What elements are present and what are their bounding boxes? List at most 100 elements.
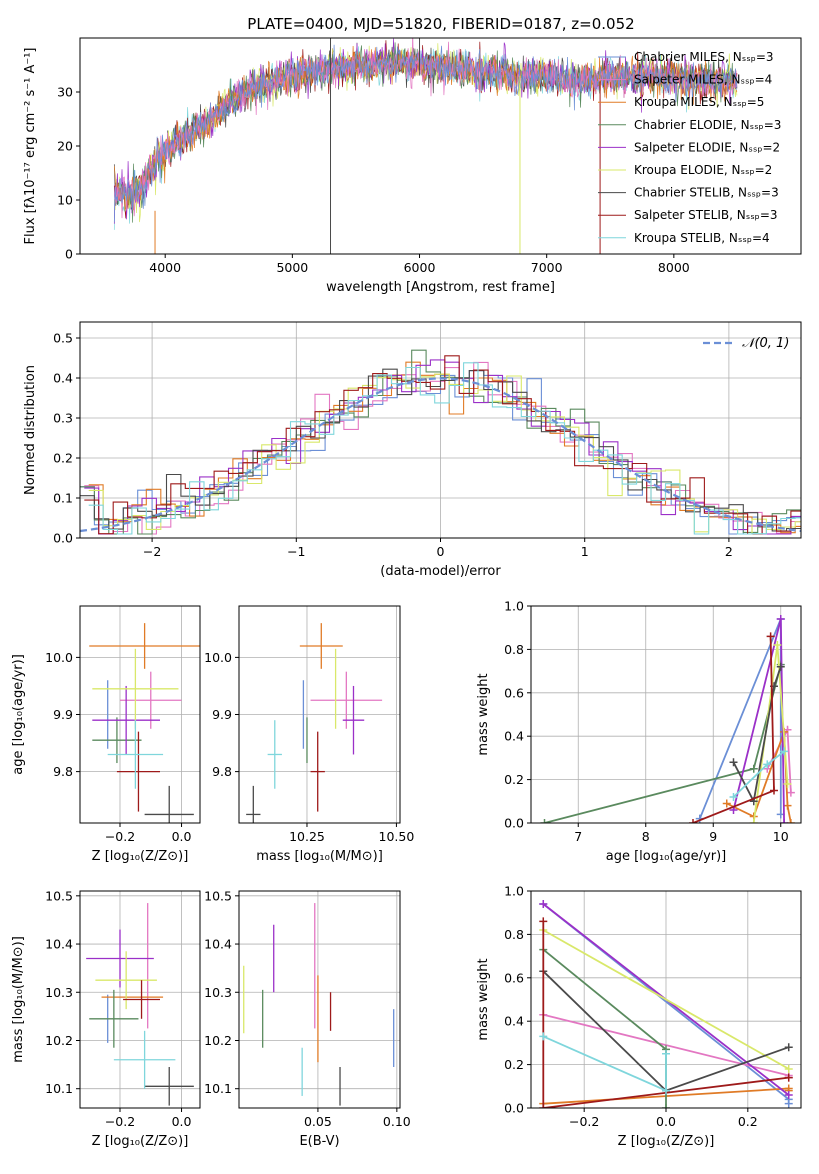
legend-label: 𝒩(0, 1): [742, 336, 789, 351]
y-axis-label: mass weight: [476, 673, 491, 755]
panel-mass-vs-Z: −0.2 0.0 10.1 10.2 10.3 10.4 10.5 Z [log₁₀(Z/Z⊙…: [11, 888, 201, 1149]
x-tick-label: −0.2: [105, 1114, 135, 1129]
x-axis-label: Z [log₁₀(Z/Z⊙)]: [92, 849, 189, 864]
series-marker: [539, 1032, 548, 1041]
y-axis-label: mass [log₁₀(M/M⊙)]: [11, 936, 26, 1063]
y-tick-label: 10.5: [45, 888, 73, 903]
series-marker: [763, 760, 772, 769]
panel-mass-weight-vs-Z: −0.2 0.0 0.2 0.0 0.2 0.4 0.6 0.8 1.0 Z [log₁₀(Z/Z…: [476, 884, 802, 1149]
series-marker: [786, 819, 795, 823]
series-marker: [784, 1043, 793, 1052]
series-marker: [662, 1049, 670, 1058]
series-marker: [776, 662, 785, 671]
x-tick-label: 0.0: [172, 1114, 192, 1129]
y-tick-label: 10.0: [45, 650, 73, 665]
series-marker: [539, 900, 548, 909]
y-tick-label: 1.0: [504, 884, 524, 899]
y-tick-label: 10.4: [204, 937, 232, 952]
legend-label: Salpeter STELIB, Nₛₛₚ=3: [634, 208, 778, 222]
x-tick-label: 5000: [276, 260, 308, 275]
y-tick-label: 0.8: [504, 927, 524, 942]
legend-label: Chabrier ELODIE, Nₛₛₚ=3: [634, 118, 781, 132]
x-tick-label: 10: [773, 829, 789, 844]
panel-age-vs-mass: 10.25 10.50 9.8 9.9 10.0 mass [log₁₀(M/M⊙)]: [204, 605, 415, 864]
x-tick-label: 10.50: [379, 829, 415, 844]
series-marker: [749, 764, 758, 773]
y-tick-label: 0.8: [504, 642, 524, 657]
y-tick-label: 0.2: [53, 451, 73, 466]
y-tick-label: 10.1: [204, 1081, 232, 1096]
panel-age-vs-Z: −0.2 0.0 9.8 9.9 10.0 Z [log₁₀(Z/Z⊙)] age [log…: [11, 605, 201, 864]
spectrum-line: [113, 44, 738, 222]
y-axis-label: Flux [fλ10⁻¹⁷ erg cm⁻² s⁻¹ A⁻¹]: [23, 48, 38, 245]
x-tick-label: −0.2: [105, 829, 135, 844]
x-tick-label: 4000: [149, 260, 181, 275]
plot-area: [80, 349, 801, 535]
legend-label: Kroupa ELODIE, Nₛₛₚ=2: [634, 163, 772, 177]
y-tick-label: 0.1: [53, 491, 73, 506]
panel-spectrum: 4000 5000 6000 7000 8000 0 10 20 30 wavelength [A…: [23, 37, 802, 295]
x-tick-label: 8000: [658, 260, 690, 275]
series-line: [732, 666, 782, 805]
series-line: [542, 921, 789, 1108]
y-axis-label: mass weight: [476, 958, 491, 1040]
y-tick-label: 0.2: [504, 772, 524, 787]
y-tick-label: 0.4: [504, 1014, 524, 1029]
series-marker: [749, 819, 758, 823]
series-marker: [786, 788, 795, 797]
y-tick-label: 1.0: [504, 599, 524, 614]
x-axis-label: wavelength [Angstrom, rest frame]: [326, 280, 555, 295]
panel-mass-weight-vs-age: 7 8 9 10 0.0 0.2 0.4 0.6 0.8 1.0 age [log₁₀(age/yr…: [476, 599, 802, 864]
y-tick-label: 0.3: [53, 411, 73, 426]
y-tick-label: 0.0: [53, 531, 73, 546]
x-tick-label: −2: [143, 544, 161, 559]
x-tick-label: 8: [642, 829, 650, 844]
y-tick-label: 10.2: [45, 1033, 73, 1048]
y-tick-label: 0.0: [504, 1101, 524, 1116]
x-tick-label: 2: [725, 544, 733, 559]
series-marker: [784, 1090, 793, 1099]
y-axis-label: age [log₁₀(age/yr)]: [11, 654, 26, 775]
series-marker: [784, 1064, 793, 1073]
series-line: [542, 948, 667, 1108]
series-marker: [784, 1099, 793, 1108]
series-marker: [662, 1086, 670, 1095]
series-marker: [539, 917, 548, 926]
panel-residuals: −2 −1 0 1 2 0.0 0.1 0.2 0.3 0.4 0.5 (data-model)/er…: [23, 321, 802, 579]
x-tick-label: 0.10: [383, 1114, 411, 1129]
plot-area: [246, 623, 383, 823]
y-tick-label: 10.5: [204, 888, 232, 903]
y-tick-label: 9.9: [53, 707, 73, 722]
x-tick-label: 10.25: [289, 829, 325, 844]
x-tick-label: 7000: [531, 260, 563, 275]
y-tick-label: 10.3: [204, 985, 232, 1000]
y-tick-label: 30: [57, 85, 73, 100]
y-axis-label: Normed distribution: [23, 365, 38, 495]
panel-mass-vs-EBV: 0.05 0.10 10.1 10.2 10.3 10.4 10.5 E(B-V): [204, 888, 411, 1149]
series-marker: [780, 819, 789, 823]
x-tick-label: −0.2: [569, 1114, 599, 1129]
x-tick-label: 0.05: [304, 1114, 332, 1129]
x-axis-label: Z [log₁₀(Z/Z⊙)]: [618, 1134, 715, 1149]
legend-label: Chabrier MILES, Nₛₛₚ=3: [634, 50, 774, 64]
series-line: [542, 1035, 667, 1092]
y-tick-label: 0.4: [504, 729, 524, 744]
series-line: [542, 929, 790, 1070]
series-marker: [540, 819, 549, 823]
x-tick-label: −1: [287, 544, 305, 559]
plot-area: [89, 623, 200, 823]
y-tick-label: 9.8: [212, 764, 232, 779]
series-marker: [689, 819, 697, 823]
x-tick-label: 9: [709, 829, 717, 844]
histogram-series: [84, 355, 801, 535]
y-tick-label: 10.2: [204, 1033, 232, 1048]
axes-frame: [79, 890, 201, 1109]
x-tick-label: 0: [437, 544, 445, 559]
y-tick-label: 9.9: [212, 707, 232, 722]
legend-label: Kroupa STELIB, Nₛₛₚ=4: [634, 231, 770, 245]
series-marker: [722, 799, 731, 808]
y-tick-label: 10: [57, 193, 73, 208]
y-tick-label: 0.2: [504, 1057, 524, 1072]
y-tick-label: 0.4: [53, 371, 73, 386]
